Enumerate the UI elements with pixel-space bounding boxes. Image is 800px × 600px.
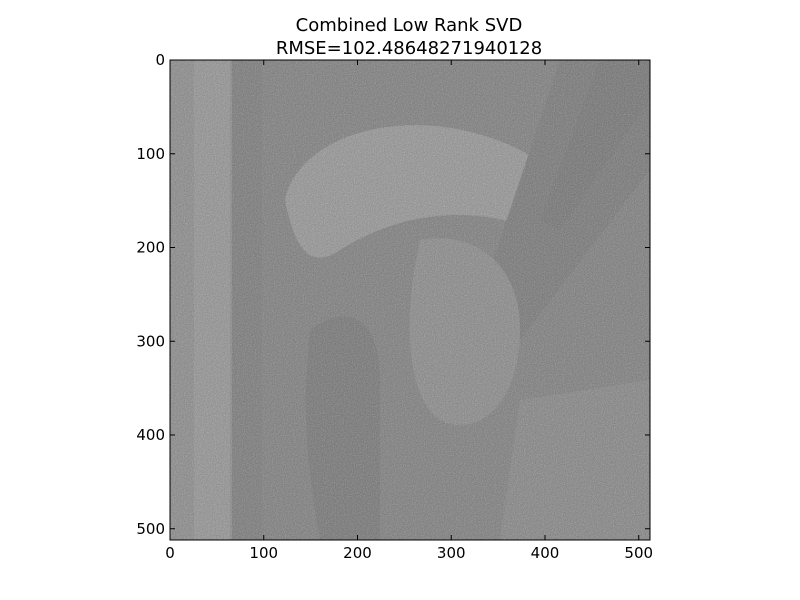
x-axis: 0 100 200 300 400 500 bbox=[165, 60, 653, 562]
x-tick-label: 300 bbox=[437, 544, 466, 562]
figure-title: Combined Low Rank SVD bbox=[296, 15, 523, 36]
y-axis: 0 100 200 300 400 500 bbox=[136, 51, 650, 538]
image-area bbox=[170, 60, 650, 540]
y-tick-label: 400 bbox=[136, 426, 165, 444]
x-tick-label: 200 bbox=[343, 544, 372, 562]
y-tick-label: 100 bbox=[136, 145, 165, 163]
x-tick-label: 500 bbox=[624, 544, 653, 562]
x-tick-label: 100 bbox=[249, 544, 278, 562]
image-frame bbox=[169, 59, 651, 541]
y-tick-label: 200 bbox=[136, 239, 165, 257]
y-tick-label: 0 bbox=[155, 51, 165, 69]
image-noise-texture bbox=[170, 60, 650, 540]
x-tick-label: 0 bbox=[165, 544, 175, 562]
y-tick-label: 300 bbox=[136, 332, 165, 350]
y-tick-label: 500 bbox=[136, 520, 165, 538]
figure-subtitle: RMSE=102.48648271940128 bbox=[276, 38, 542, 59]
x-tick-label: 400 bbox=[531, 544, 560, 562]
